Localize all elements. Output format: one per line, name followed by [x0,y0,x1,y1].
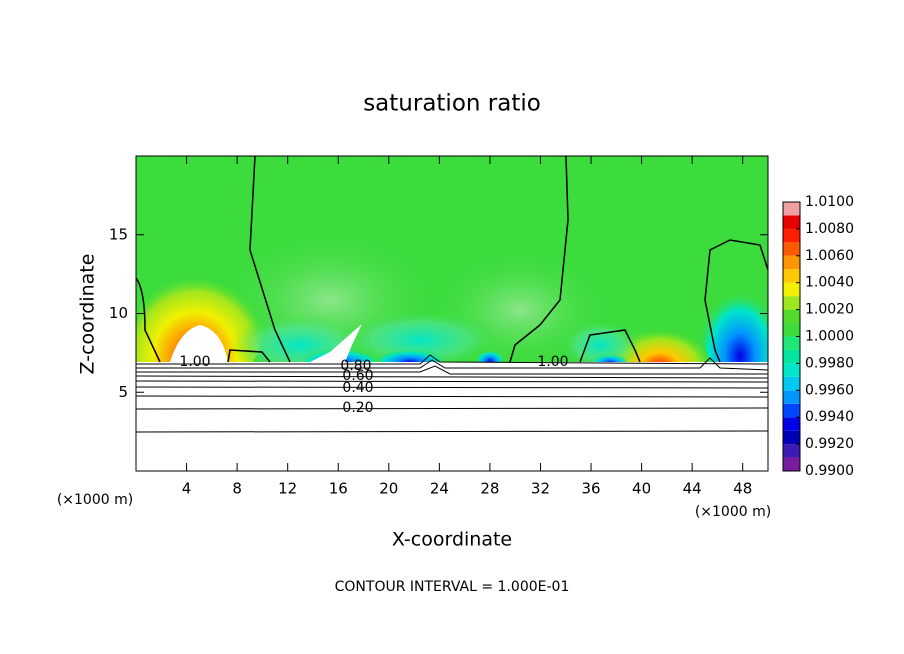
x-tick-label: 8 [232,480,242,498]
colorbar-tick-label: 0.9920 [805,436,854,452]
contour-label: 1.00 [537,354,568,370]
colorbar-band [783,323,800,337]
contour-label: 0.40 [342,380,373,396]
x-tick-label: 16 [329,480,348,498]
colorbar-tick-label: 0.9900 [805,463,854,479]
colorbar-tick-label: 1.0040 [805,275,854,291]
x-unit-label: (×1000 m) [57,492,133,508]
colorbar-band [783,363,800,377]
x-tick-label: 4 [182,480,192,498]
colorbar-band [783,457,800,471]
x-tick-label: 44 [683,480,702,498]
colorbar-band [783,255,800,270]
colorbar-band [783,228,800,243]
x-tick-label: 32 [531,480,550,498]
layer: saturation ratio X-coordinate Z-coordinate… [57,91,854,596]
contour-label: 1.00 [179,354,210,370]
colorbar-band [783,430,800,445]
field [136,156,768,471]
x-unit-label: (×1000 m) [695,504,771,520]
x-tick-label: 36 [581,480,600,498]
colorbar-band [783,202,800,216]
x-tick-label: 12 [278,480,297,498]
colorbar-tick-label: 0.9940 [805,409,854,425]
colorbar-band [783,242,800,256]
colorbar-tick-label: 0.9960 [805,382,854,398]
colorbar-band [783,336,800,350]
colorbar-band [783,282,800,297]
contour-label: 0.80 [340,358,371,374]
colorbar-band [783,349,800,364]
colorbar-band [783,390,800,404]
colorbar-band [783,403,800,418]
colorbar-tick-label: 1.0080 [805,221,854,237]
y-tick-label: 5 [118,383,128,401]
colorbar-band [783,444,800,458]
colorbar-band [783,376,800,391]
colorbar-band [783,269,800,283]
x-tick-label: 20 [379,480,398,498]
x-tick-label: 48 [733,480,752,498]
chart-title: saturation ratio [363,91,541,117]
y-tick-label: 15 [109,225,128,243]
x-axis-label: X-coordinate [392,529,512,551]
y-tick-label: 10 [109,304,128,322]
x-tick-label: 24 [430,480,449,498]
x-tick-label: 28 [480,480,499,498]
colorbar-band [783,296,800,310]
colorbar-band [783,417,800,431]
colorbar-tick-label: 1.0000 [805,329,854,345]
colorbar-band [783,309,800,324]
contour-label: 0.60 [342,368,373,384]
colorbar-tick-label: 1.0100 [805,194,854,210]
colorbar-tick-label: 0.9980 [805,355,854,371]
contour-label: 0.20 [342,400,373,416]
y-axis-label: Z-coordinate [77,254,99,375]
footer-note: CONTOUR INTERVAL = 1.000E-01 [335,579,570,595]
x-tick-label: 40 [632,480,651,498]
colorbar-tick-label: 1.0060 [805,248,854,264]
colorbar-tick-label: 1.0020 [805,302,854,318]
colorbar-band [783,215,800,229]
